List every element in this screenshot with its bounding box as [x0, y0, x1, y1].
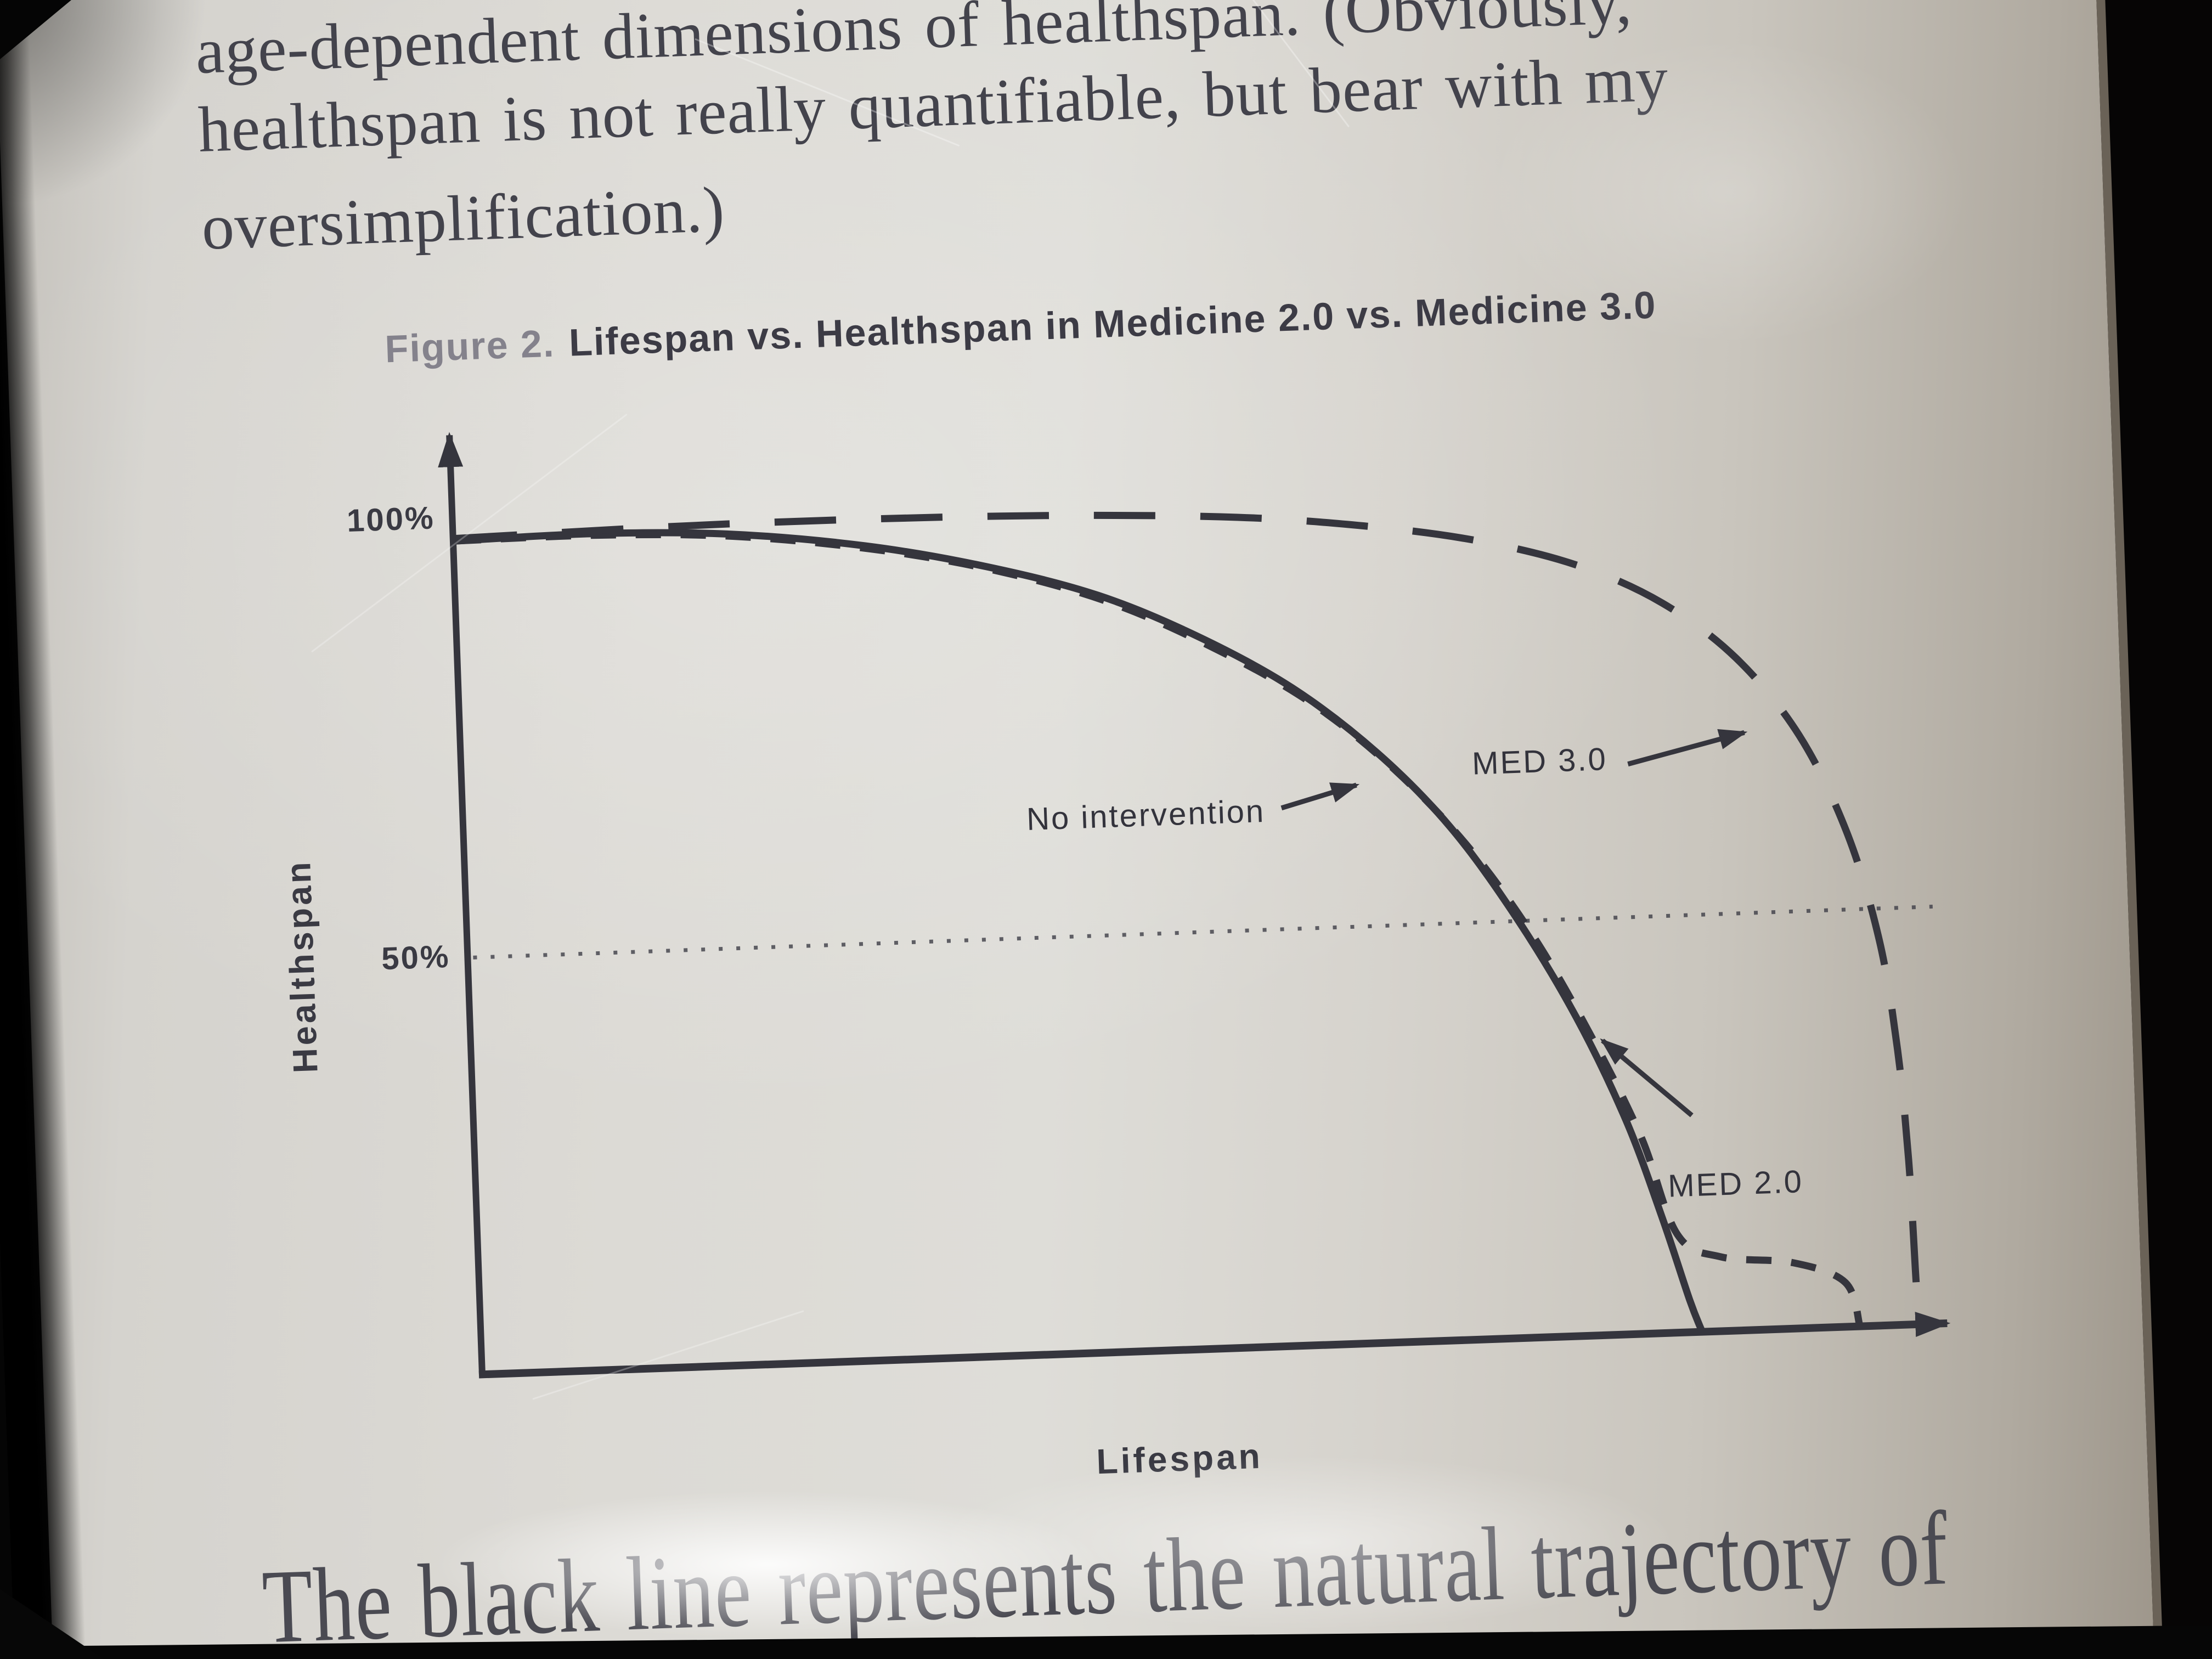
y-tick-100: 100% — [346, 500, 436, 539]
annotation-med-2-0: MED 2.0 — [1667, 1164, 1804, 1204]
annotation-med-3-0: MED 3.0 — [1471, 741, 1608, 782]
